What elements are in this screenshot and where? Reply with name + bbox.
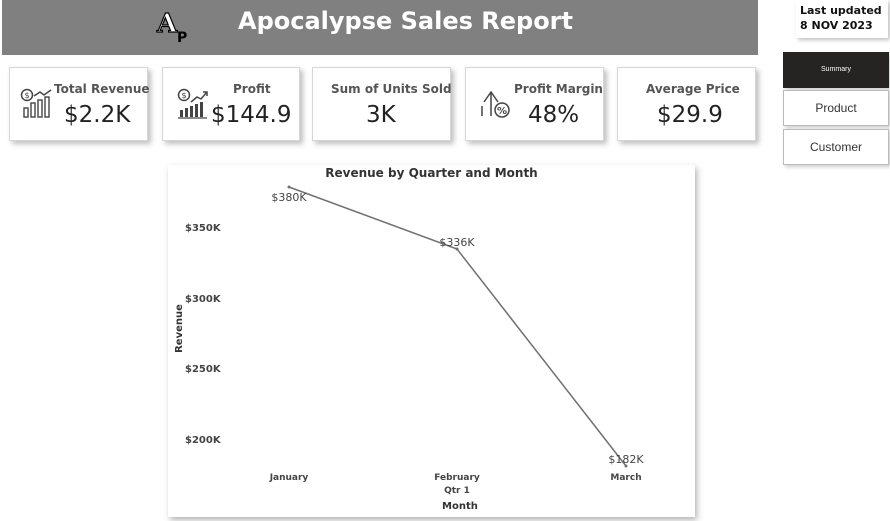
profit-growth-icon: $	[177, 88, 208, 119]
data-point-march[interactable]	[624, 464, 628, 468]
nav-summary-button[interactable]: Summary	[783, 52, 889, 88]
profit-label: Profit	[233, 82, 271, 96]
kpi-average-price-card: Average Price $29.9	[617, 67, 756, 141]
percent-up-icon: %	[481, 90, 510, 118]
kpi-total-revenue-card: $ Total Revenue $2.2K	[9, 67, 150, 141]
kpi-units-sold-card: Sum of Units Sold 3K	[312, 67, 452, 141]
total-revenue-value: $2.2K	[64, 102, 131, 128]
logo-icon: A P	[155, 8, 187, 46]
kpi-profit-card: $ Profit $144.9	[162, 67, 300, 141]
x-axis-title: Month	[442, 501, 478, 512]
last-updated-label: Last updated 8 NOV 2023	[796, 0, 888, 38]
x-tick-february: February	[434, 473, 480, 483]
data-point-january[interactable]	[287, 185, 291, 189]
profit-value: $144.9	[211, 102, 292, 128]
revenue-series-line	[288, 186, 627, 467]
nav-customer-button[interactable]: Customer	[783, 129, 889, 165]
y-tick-label: $200K	[185, 435, 221, 446]
profit-margin-value: 48%	[528, 102, 580, 128]
line-chart	[287, 185, 628, 468]
profit-margin-label: Profit Margin	[514, 82, 603, 96]
report-header: A P Apocalypse Sales Report	[2, 0, 758, 55]
data-label-march: $182K	[608, 453, 644, 466]
nav-product-button[interactable]: Product	[783, 90, 889, 126]
svg-text:$: $	[181, 91, 186, 100]
chart-title: Revenue by Quarter and Month	[325, 166, 538, 180]
revenue-chart-card: Revenue by Quarter and Month $350K $300K…	[168, 165, 695, 517]
y-tick-label: $350K	[185, 223, 221, 234]
total-revenue-label: Total Revenue	[54, 82, 150, 96]
x-tick-january: January	[269, 473, 309, 483]
page-title: Apocalypse Sales Report	[238, 7, 573, 35]
y-tick-label: $300K	[185, 294, 221, 305]
x-group-label: Qtr 1	[444, 486, 470, 496]
y-tick-label: $250K	[185, 364, 221, 375]
svg-text:%: %	[497, 106, 507, 117]
kpi-profit-margin-card: % Profit Margin 48%	[465, 67, 604, 141]
svg-text:A: A	[156, 9, 178, 39]
units-sold-value: 3K	[366, 102, 396, 128]
data-label-february: $336K	[439, 236, 475, 249]
svg-text:P: P	[177, 30, 187, 46]
data-label-january: $380K	[271, 191, 307, 204]
x-tick-march: March	[610, 473, 642, 483]
data-point-february[interactable]	[455, 247, 459, 251]
average-price-label: Average Price	[646, 82, 740, 96]
revenue-chart-icon: $	[20, 88, 52, 118]
units-sold-label: Sum of Units Sold	[331, 82, 452, 96]
svg-text:$: $	[24, 91, 29, 100]
average-price-value: $29.9	[657, 102, 723, 128]
